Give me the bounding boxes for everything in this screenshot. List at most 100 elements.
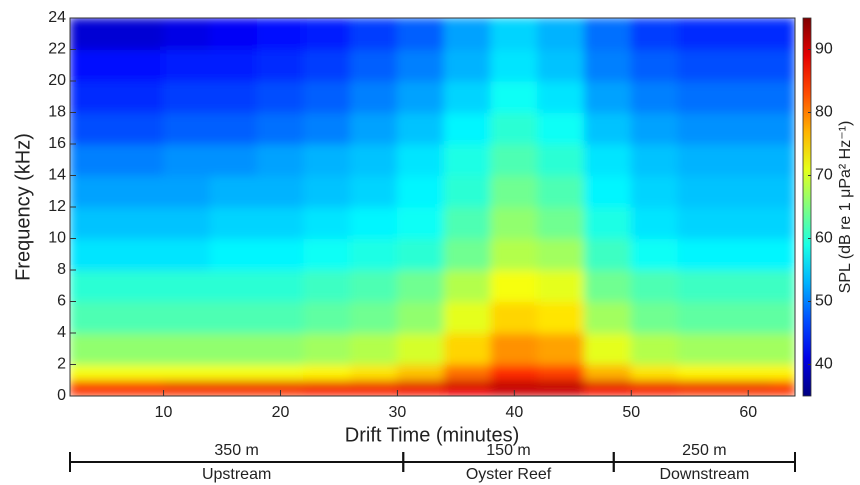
cell — [116, 387, 165, 396]
cell — [256, 80, 305, 113]
cell — [724, 80, 773, 113]
cell — [396, 80, 445, 113]
cell — [303, 238, 352, 271]
cell — [163, 364, 211, 381]
cell — [256, 143, 305, 176]
cell — [256, 301, 305, 334]
colorbar-tick-label: 90 — [815, 41, 833, 58]
cell — [490, 175, 539, 208]
cell — [724, 379, 773, 389]
cell — [630, 49, 679, 82]
cell — [490, 206, 539, 239]
cell — [677, 18, 726, 50]
cell — [537, 80, 586, 113]
cell — [116, 18, 165, 50]
cell — [350, 49, 398, 82]
cell — [256, 175, 305, 208]
cell — [350, 175, 398, 208]
cell — [396, 269, 445, 302]
cell — [443, 175, 492, 208]
segment-label: Downstream — [659, 466, 749, 483]
colorbar-tick-label: 80 — [815, 104, 833, 121]
cell — [303, 301, 352, 334]
cell — [256, 49, 305, 82]
cell — [584, 175, 632, 208]
cell — [537, 175, 586, 208]
cell — [70, 112, 118, 145]
cell — [537, 143, 586, 176]
cell — [771, 112, 795, 145]
cell — [630, 269, 679, 302]
cell — [70, 143, 118, 176]
cell — [490, 80, 539, 113]
cell — [209, 269, 258, 302]
cell — [396, 364, 445, 381]
cell — [630, 80, 679, 113]
x-axis-label: Drift Time (minutes) — [345, 424, 519, 446]
y-tick-label: 2 — [57, 356, 66, 373]
cell — [396, 332, 445, 365]
cell — [350, 332, 398, 365]
cell — [209, 379, 258, 389]
cell — [303, 175, 352, 208]
x-tick-label: 30 — [389, 404, 407, 421]
cell — [537, 364, 586, 381]
cell — [490, 364, 539, 381]
cell — [163, 112, 211, 145]
cell — [724, 175, 773, 208]
cell — [584, 206, 632, 239]
cell — [350, 387, 398, 396]
segment-distance: 150 m — [486, 442, 530, 459]
cell — [209, 175, 258, 208]
cell — [350, 379, 398, 389]
cell — [303, 379, 352, 389]
cell — [116, 143, 165, 176]
cell — [490, 269, 539, 302]
cell — [490, 332, 539, 365]
cell — [677, 269, 726, 302]
cell — [771, 301, 795, 334]
cell — [630, 387, 679, 396]
cell — [303, 49, 352, 82]
cell — [350, 112, 398, 145]
cell — [677, 379, 726, 389]
cell — [490, 112, 539, 145]
cell — [116, 112, 165, 145]
cell — [443, 364, 492, 381]
cell — [209, 143, 258, 176]
x-tick-label: 40 — [505, 404, 523, 421]
cell — [209, 301, 258, 334]
cell — [771, 269, 795, 302]
cell — [724, 364, 773, 381]
cell — [677, 49, 726, 82]
cell — [209, 332, 258, 365]
cell — [537, 112, 586, 145]
cell — [537, 332, 586, 365]
cell — [163, 143, 211, 176]
y-tick-label: 22 — [48, 41, 66, 58]
x-tick-label: 60 — [739, 404, 757, 421]
cell — [70, 18, 118, 50]
cell — [396, 238, 445, 271]
cell — [163, 18, 211, 50]
cell — [350, 80, 398, 113]
cell — [396, 18, 445, 50]
cell — [677, 143, 726, 176]
cell — [350, 143, 398, 176]
cell — [443, 301, 492, 334]
cell — [163, 301, 211, 334]
cell — [396, 387, 445, 396]
cell — [537, 238, 586, 271]
cell — [584, 238, 632, 271]
cell — [724, 18, 773, 50]
cell — [116, 379, 165, 389]
y-tick-label: 16 — [48, 135, 66, 152]
cell — [677, 206, 726, 239]
cell — [584, 364, 632, 381]
cell — [490, 238, 539, 271]
x-tick-label: 20 — [272, 404, 290, 421]
cell — [209, 387, 258, 396]
cell — [630, 301, 679, 334]
y-tick-label: 8 — [57, 261, 66, 278]
cell — [303, 269, 352, 302]
